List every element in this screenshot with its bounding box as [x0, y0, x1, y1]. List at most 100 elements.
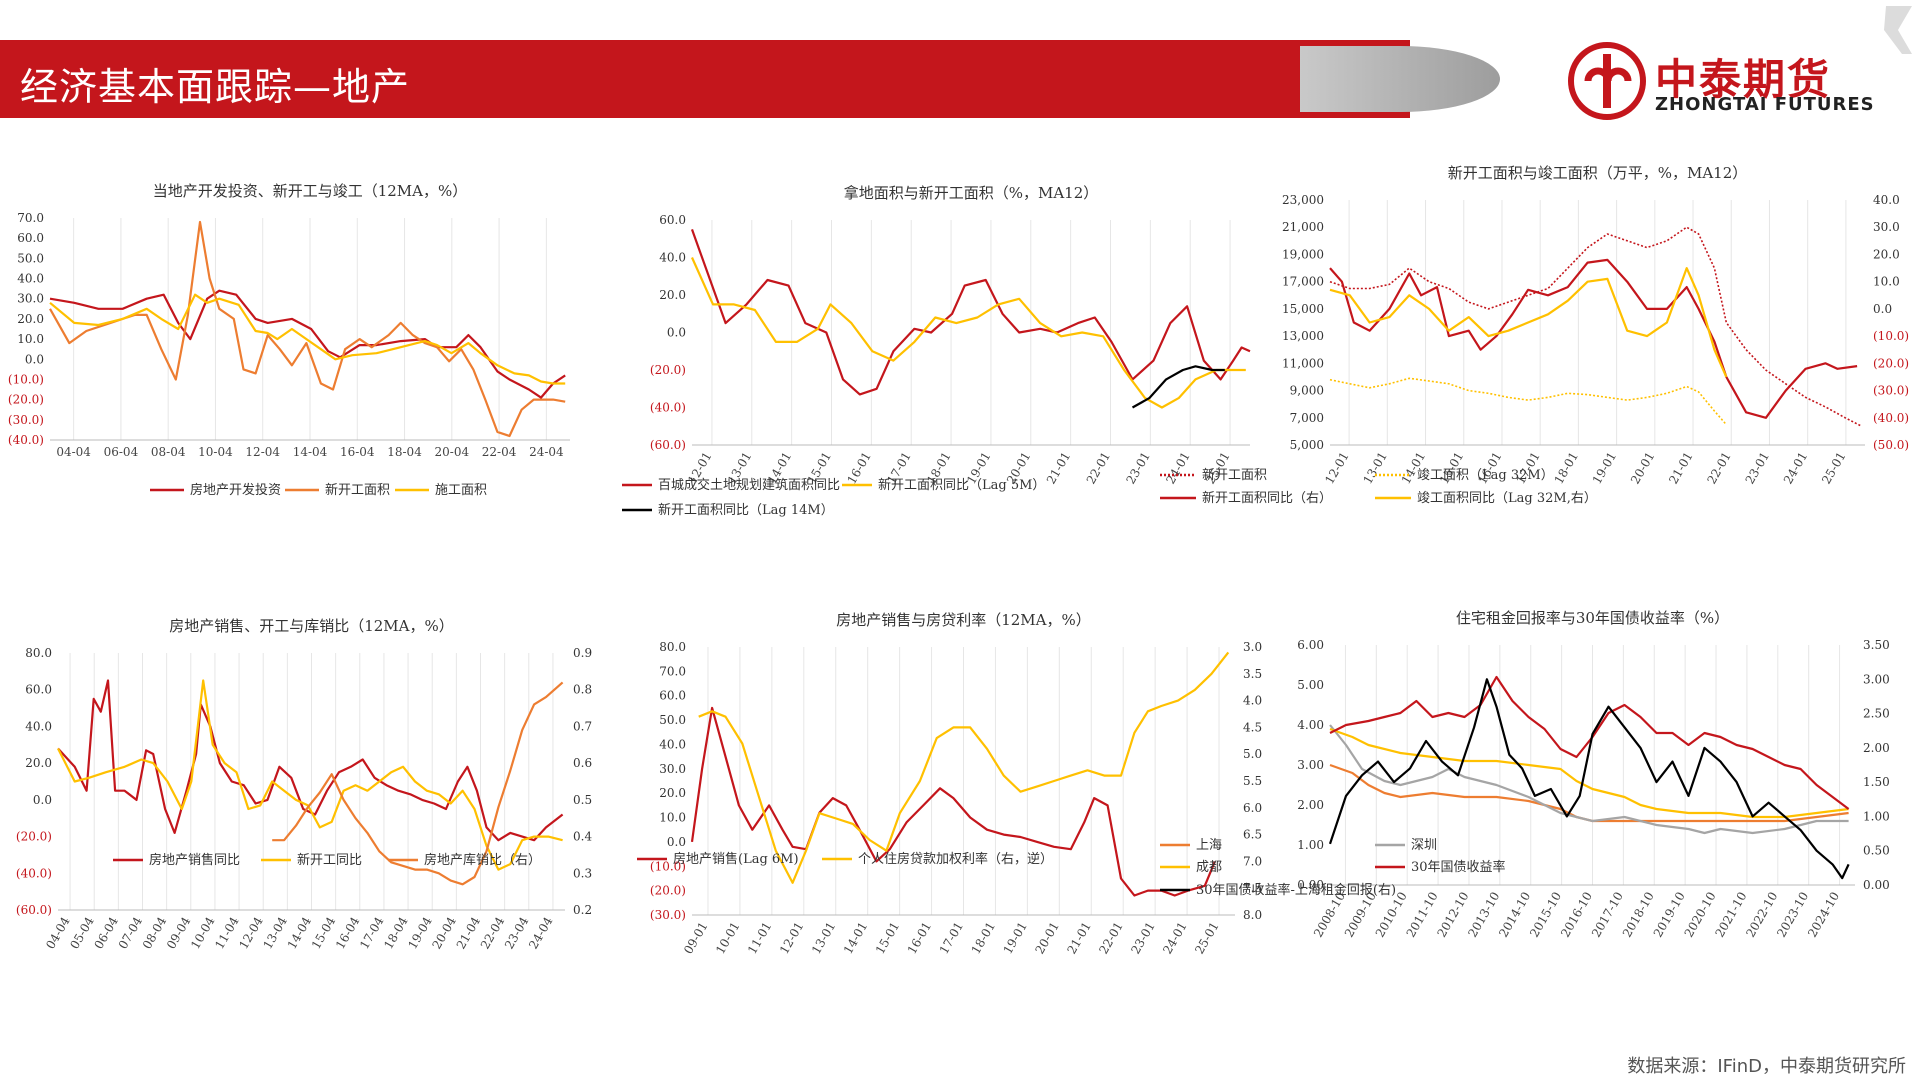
y2-tick-label: 0.5 — [573, 793, 592, 807]
y2-tick-label: 10.0 — [1873, 275, 1900, 289]
y2-tick-label: (50.0) — [1873, 438, 1909, 452]
x-tick-label: 18-04 — [387, 445, 422, 459]
series-line-2 — [57, 679, 563, 871]
x-tick-label: 12-04 — [245, 445, 280, 459]
y-tick-label: (30.0) — [650, 908, 686, 922]
legend-label: 个人住房贷款加权利率（右，逆） — [858, 851, 1053, 867]
y-tick-label: 20.0 — [659, 288, 686, 302]
x-tick-label: 25-01 — [1192, 920, 1221, 957]
y-tick-label: 23,000 — [1282, 193, 1324, 207]
y2-tick-label: 0.2 — [573, 903, 592, 917]
y-tick-label: 80.0 — [659, 640, 686, 654]
y2-tick-label: 7.5 — [1243, 881, 1262, 895]
y2-tick-label: 5.5 — [1243, 774, 1262, 788]
y-tick-label: 0.0 — [33, 793, 52, 807]
legend-label: 上海 — [1196, 838, 1222, 853]
series-line-1 — [1329, 226, 1862, 427]
legend-label: 30年国债收益率-上海租金回报(右) — [1196, 882, 1396, 898]
chart-title: 住宅租金回报率与30年国债收益率（%） — [1456, 609, 1729, 627]
y2-tick-label: 2.00 — [1863, 741, 1890, 755]
y-tick-label: 11,000 — [1282, 356, 1324, 370]
y-tick-label: 60.0 — [659, 213, 686, 227]
x-tick-label: 16-01 — [905, 920, 934, 957]
series-line-4 — [1329, 675, 1850, 810]
x-tick-label: 21-01 — [1064, 920, 1093, 957]
y2-tick-label: 4.5 — [1243, 720, 1262, 734]
legend-label: 竣工面积（Lag 32M） — [1417, 468, 1554, 483]
corner-decoration-icon — [1884, 6, 1912, 54]
x-tick-label: 18-01 — [969, 920, 998, 957]
y2-tick-label: (10.0) — [1873, 329, 1909, 343]
x-tick-label: 24-01 — [1781, 450, 1810, 487]
y2-tick-label: 0.8 — [573, 683, 592, 697]
y2-tick-label: 0.0 — [1873, 302, 1892, 316]
title-banner — [0, 40, 1410, 118]
y-tick-label: 30.0 — [659, 762, 686, 776]
y2-tick-label: 6.5 — [1243, 828, 1262, 842]
x-tick-label: 20-01 — [1628, 450, 1657, 487]
chart-title: 房地产销售与房贷利率（12MA，%） — [836, 611, 1091, 629]
chart-gridlines — [1348, 200, 1847, 445]
y2-tick-label: (40.0) — [1873, 411, 1909, 425]
series-line-3 — [272, 681, 564, 886]
y2-tick-label: 4.0 — [1243, 694, 1262, 708]
y-tick-label: 1.00 — [1297, 838, 1324, 852]
chart-title: 拿地面积与新开工面积（%，MA12） — [844, 184, 1099, 202]
chart-rental-yield-vs-bond: 住宅租金回报率与30年国债收益率（%） 6.00 5.00 4.00 3.00 2.00 1… — [1160, 609, 1890, 940]
y-tick-label: 20.0 — [17, 312, 44, 326]
title-banner-shadow — [1300, 46, 1500, 112]
y2-tick-label: 6.0 — [1243, 801, 1262, 815]
y-tick-label: 60.0 — [17, 231, 44, 245]
x-tick-label: 11-01 — [745, 920, 774, 957]
y-tick-label: 15,000 — [1282, 302, 1324, 316]
x-tick-label: 13-01 — [1360, 450, 1389, 487]
x-tick-label: 24-04 — [529, 445, 564, 459]
x-tick-label: 19-01 — [1001, 920, 1030, 957]
x-tick-label: 24-01 — [1160, 920, 1189, 957]
legend-label: 30年国债收益率 — [1411, 859, 1506, 875]
x-tick-label: 12-01 — [777, 920, 806, 957]
y2-tick-label: 0.6 — [573, 756, 592, 770]
legend-label: 新开工面积同比（右） — [1202, 490, 1332, 506]
y-tick-label: 40.0 — [17, 272, 44, 286]
series-line-4 — [1329, 267, 1728, 378]
y-tick-label: (60.0) — [16, 903, 52, 917]
y-tick-label: 4.00 — [1297, 718, 1324, 732]
y-tick-label: (10.0) — [650, 859, 686, 873]
y-tick-label: (60.0) — [650, 438, 686, 452]
x-tick-label: 09-01 — [681, 920, 710, 957]
x-tick-label: 08-04 — [151, 445, 186, 459]
series-line-2 — [1329, 724, 1849, 835]
y-tick-label: 0.0 — [25, 352, 44, 366]
brand-name-en: ZHONGTAI FUTURES — [1655, 94, 1875, 115]
y2-tick-label: 20.0 — [1873, 247, 1900, 261]
x-tick-label: 24-01 — [1163, 450, 1192, 487]
y2-tick-label: 2.50 — [1863, 707, 1890, 721]
series-line-1 — [49, 289, 566, 399]
y2-tick-label: 0.9 — [573, 646, 592, 660]
y-tick-label: 40.0 — [25, 719, 52, 733]
y2-tick-label: 8.0 — [1243, 908, 1262, 922]
legend-label: 新开工面积 — [325, 482, 390, 498]
legend-label: 房地产库销比（右） — [424, 852, 541, 868]
x-tick-label: 17-01 — [937, 920, 966, 957]
x-tick-label: 13-01 — [809, 920, 838, 957]
y2-tick-label: (30.0) — [1873, 384, 1909, 398]
y-tick-label: 17,000 — [1282, 275, 1324, 289]
chart-land-vs-starts: 拿地面积与新开工面积（%，MA12） 60.0 40.0 20.0 0.0 (20.0) (… — [622, 184, 1251, 518]
chart-sales-vs-mortgage-rate: 房地产销售与房贷利率（12MA，%） 80.0 70.0 60.0 50.0 40.0 30… — [637, 611, 1262, 957]
chart-title: 房地产销售、开工与库销比（12MA，%） — [169, 617, 454, 635]
y-tick-label: 2.00 — [1297, 798, 1324, 812]
y2-tick-label: 5.0 — [1243, 747, 1262, 761]
series-line-3 — [1131, 365, 1225, 409]
legend-label: 房地产销售(Lag 6M) — [673, 851, 799, 867]
brand-logo-icon — [1568, 42, 1646, 120]
page-title: 经济基本面跟踪—地产 — [20, 65, 411, 109]
y-tick-label: 70.0 — [659, 664, 686, 678]
chart-starts-vs-completions: 新开工面积与竣工面积（万平，%，MA12） 23,000 21,000 19,000 1… — [1160, 164, 1909, 506]
chart-sales-starts-inventory: 房地产销售、开工与库销比（12MA，%） 80.0 60.0 40.0 20.0 0.0 (… — [16, 617, 593, 951]
series-line-1 — [57, 679, 564, 842]
y-tick-label: (20.0) — [650, 884, 686, 898]
chart-gridlines — [69, 653, 554, 910]
series-line-1 — [1329, 763, 1849, 823]
